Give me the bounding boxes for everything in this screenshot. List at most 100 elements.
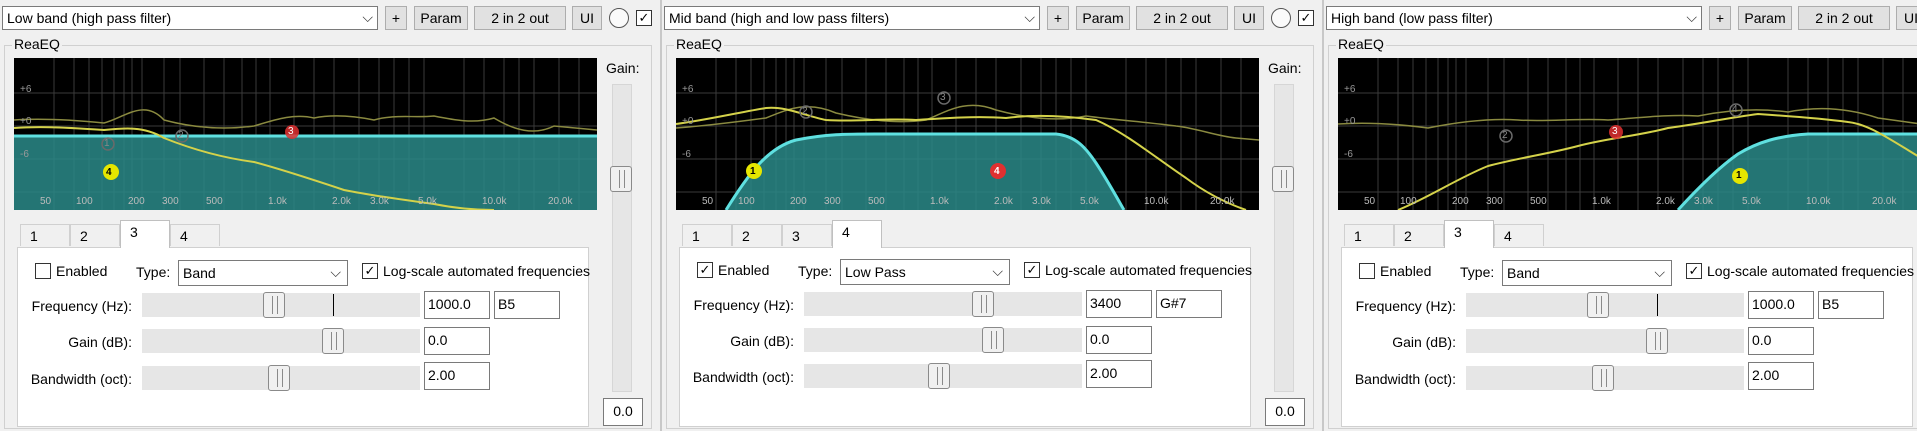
gain-slider[interactable]: [1274, 84, 1294, 392]
band-tab-1[interactable]: 1: [682, 224, 732, 246]
enabled-label: Enabled: [1380, 263, 1432, 279]
db-label: -6: [20, 149, 29, 160]
note-field[interactable]: B5: [1818, 291, 1884, 319]
db-label: -6: [682, 149, 691, 160]
gain-db-field[interactable]: 0.0: [1086, 326, 1152, 354]
band-tab-3[interactable]: 3: [782, 224, 832, 246]
band-tab-2[interactable]: 2: [732, 224, 782, 246]
spectrum-line: [14, 126, 495, 210]
band-tab-2[interactable]: 2: [1394, 224, 1444, 246]
band-tab-4[interactable]: 4: [832, 220, 882, 248]
eq-graph[interactable]: +6 +0 -6 1 2 3 4 50 100 200 300 500 1.0k…: [1338, 58, 1917, 210]
ui-button[interactable]: UI: [572, 6, 602, 30]
preset-dropdown[interactable]: Mid band (high and low pass filters) ⌵: [664, 6, 1040, 30]
db-label: +6: [682, 84, 694, 95]
enabled-label: Enabled: [718, 262, 770, 278]
enabled-checkbox[interactable]: ✓: [697, 262, 713, 278]
bandwidth-field[interactable]: 2.00: [424, 362, 490, 390]
eq-graph[interactable]: +6 +0 -6 4 1 2 3 50 100 200 300 500 1.0k…: [14, 58, 597, 210]
band-tab-3[interactable]: 3: [120, 220, 170, 248]
wet-knob-icon[interactable]: [1271, 8, 1291, 28]
frequency-field[interactable]: 3400: [1086, 290, 1152, 318]
reaeq-label: ReaEQ: [1336, 36, 1386, 52]
bandwidth-slider-thumb[interactable]: [928, 363, 950, 389]
freq-tick: 50: [40, 196, 52, 207]
band-tab-4[interactable]: 4: [170, 224, 220, 246]
gain-db-slider[interactable]: [804, 328, 1082, 352]
chevron-down-icon: ⌵: [1024, 9, 1035, 25]
gain-db-slider[interactable]: [1466, 329, 1744, 353]
frequency-label: Frequency (Hz):: [31, 298, 132, 314]
preset-dropdown[interactable]: Low band (high pass filter) ⌵: [2, 6, 378, 30]
node-label: 4: [106, 167, 112, 178]
note-field[interactable]: G#7: [1156, 290, 1222, 318]
add-preset-button[interactable]: +: [385, 6, 407, 30]
band-tab-1[interactable]: 1: [1344, 224, 1394, 246]
gain-value-field[interactable]: 0.0: [603, 398, 643, 426]
param-button[interactable]: Param: [1738, 6, 1792, 30]
band-tab-4[interactable]: 4: [1494, 224, 1544, 246]
io-button[interactable]: 2 in 2 out: [1798, 6, 1890, 30]
bandwidth-slider-thumb[interactable]: [1592, 365, 1614, 391]
band-tab-2[interactable]: 2: [70, 224, 120, 246]
freq-tick: 20.0k: [1210, 196, 1235, 207]
eq-graph[interactable]: +6 +0 -6 1 2 3 4 50 100 200 300 500 1.0k…: [676, 58, 1259, 210]
log-scale-checkbox[interactable]: ✓: [1024, 262, 1040, 278]
bandwidth-slider-thumb[interactable]: [268, 365, 290, 391]
type-dropdown[interactable]: Band ⌵: [1502, 260, 1672, 286]
frequency-field[interactable]: 1000.0: [1748, 291, 1814, 319]
node-label: 3: [1612, 126, 1618, 137]
gain-slider-thumb[interactable]: [1272, 166, 1294, 192]
frequency-field[interactable]: 1000.0: [424, 291, 490, 319]
frequency-slider-thumb[interactable]: [972, 291, 994, 317]
freq-tick: 10.0k: [482, 196, 507, 207]
gain-slider-thumb[interactable]: [610, 166, 632, 192]
frequency-slider[interactable]: [804, 292, 1082, 316]
gain-db-slider-thumb[interactable]: [982, 327, 1004, 353]
wet-knob-icon[interactable]: [609, 8, 629, 28]
type-dropdown[interactable]: Band ⌵: [178, 260, 348, 286]
add-preset-button[interactable]: +: [1709, 6, 1731, 30]
param-button[interactable]: Param: [1076, 6, 1130, 30]
preset-dropdown[interactable]: High band (low pass filter) ⌵: [1326, 6, 1702, 30]
band-tab-3[interactable]: 3: [1444, 220, 1494, 248]
gain-db-slider[interactable]: [142, 329, 420, 353]
type-label: Type:: [798, 263, 833, 279]
freq-tick: 10.0k: [1144, 196, 1169, 207]
reaeq-group: [4, 45, 652, 429]
note-field[interactable]: B5: [494, 291, 560, 319]
reaeq-label: ReaEQ: [674, 36, 724, 52]
gain-value-field[interactable]: 0.0: [1265, 398, 1305, 426]
gain-db-slider-thumb[interactable]: [322, 328, 344, 354]
gain-db-slider-thumb[interactable]: [1646, 328, 1668, 354]
frequency-slider-thumb[interactable]: [263, 292, 285, 318]
type-dropdown[interactable]: Low Pass ⌵: [840, 259, 1010, 285]
enabled-checkbox[interactable]: [1359, 263, 1375, 279]
io-button[interactable]: 2 in 2 out: [1136, 6, 1228, 30]
freq-tick: 1.0k: [268, 196, 287, 207]
gain-slider[interactable]: [612, 84, 632, 392]
gain-db-field[interactable]: 0.0: [424, 327, 490, 355]
bypass-checkbox[interactable]: ✓: [636, 10, 652, 26]
freq-tick: 200: [128, 196, 145, 207]
add-preset-button[interactable]: +: [1047, 6, 1069, 30]
chevron-down-icon: ⌵: [330, 264, 341, 280]
band-tab-1[interactable]: 1: [20, 224, 70, 246]
gain-db-field[interactable]: 0.0: [1748, 327, 1814, 355]
freq-tick: 50: [702, 196, 714, 207]
ui-button[interactable]: UI: [1234, 6, 1264, 30]
freq-tick: 3.0k: [1694, 196, 1713, 207]
log-scale-checkbox[interactable]: ✓: [1686, 263, 1702, 279]
log-scale-checkbox[interactable]: ✓: [362, 263, 378, 279]
ui-button[interactable]: UI: [1896, 6, 1917, 30]
enabled-checkbox[interactable]: [35, 263, 51, 279]
frequency-slider-thumb[interactable]: [1587, 292, 1609, 318]
bandwidth-field[interactable]: 2.00: [1748, 362, 1814, 390]
bypass-checkbox[interactable]: ✓: [1298, 10, 1314, 26]
param-button[interactable]: Param: [414, 6, 468, 30]
node-label: 2: [178, 130, 184, 141]
freq-tick: 100: [738, 196, 755, 207]
bandwidth-field[interactable]: 2.00: [1086, 360, 1152, 388]
io-button[interactable]: 2 in 2 out: [474, 6, 566, 30]
panel-divider: [660, 0, 662, 431]
